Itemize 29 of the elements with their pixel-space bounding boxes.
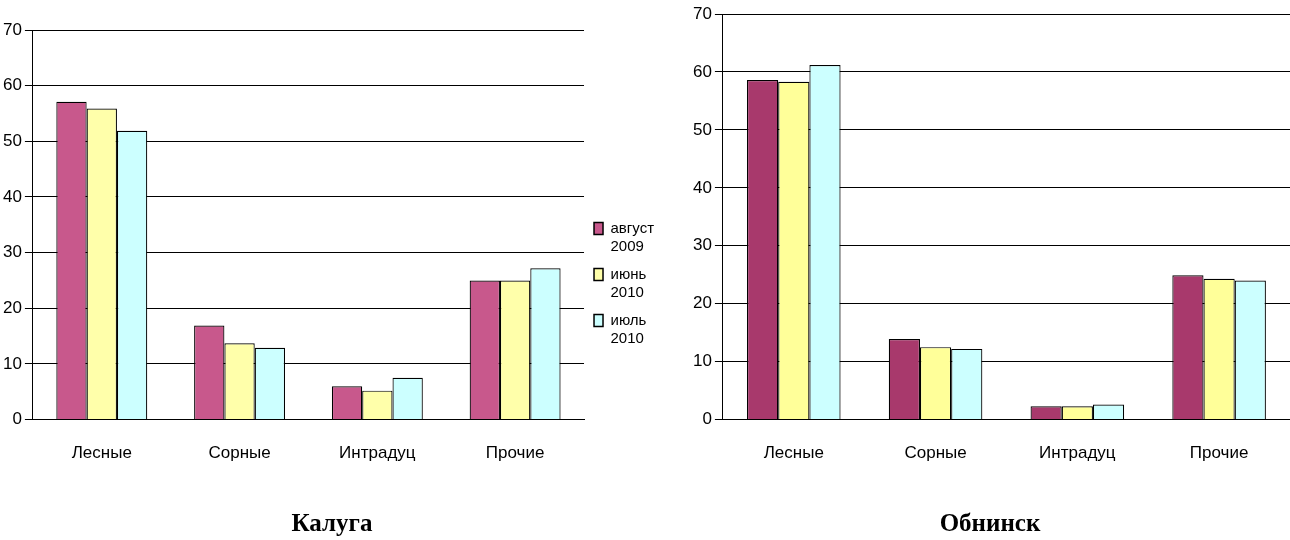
legend-label: июнь 2010 <box>610 264 647 300</box>
x-tick-label: Интрадуц <box>1039 443 1116 463</box>
x-tick-label: Интрадуц <box>339 443 416 463</box>
y-tick-label: 0 <box>12 409 22 429</box>
y-tick-label: 70 <box>2 19 22 39</box>
y-tick-label: 0 <box>702 409 712 429</box>
y-tick-label: 30 <box>2 242 22 262</box>
x-tick-label: Прочие <box>1189 443 1249 463</box>
y-tick-label: 70 <box>692 3 712 23</box>
x-tick-label: Лесные <box>763 443 824 463</box>
y-tick-label: 60 <box>692 61 712 81</box>
y-tick-label: 20 <box>2 297 22 317</box>
text: Обнинск <box>939 509 1041 537</box>
x-tick-label: Прочие <box>485 443 545 463</box>
legend-label: июль 2010 <box>610 310 647 346</box>
y-tick-label: 60 <box>2 75 22 95</box>
y-tick-label: 40 <box>2 186 22 206</box>
x-tick-label: Сорные <box>208 443 271 463</box>
text: Калуга <box>291 509 373 537</box>
y-tick-label: 10 <box>2 353 22 373</box>
y-tick-label: 30 <box>692 235 712 255</box>
y-tick-label: 40 <box>692 177 712 197</box>
y-tick-label: 50 <box>692 119 712 139</box>
y-tick-label: 10 <box>692 351 712 371</box>
y-tick-label: 50 <box>2 131 22 150</box>
y-tick-label: 20 <box>692 293 712 313</box>
x-tick-label: Сорные <box>904 443 967 463</box>
x-tick-label: Лесные <box>71 443 132 463</box>
legend-label: август 2009 <box>610 218 655 254</box>
